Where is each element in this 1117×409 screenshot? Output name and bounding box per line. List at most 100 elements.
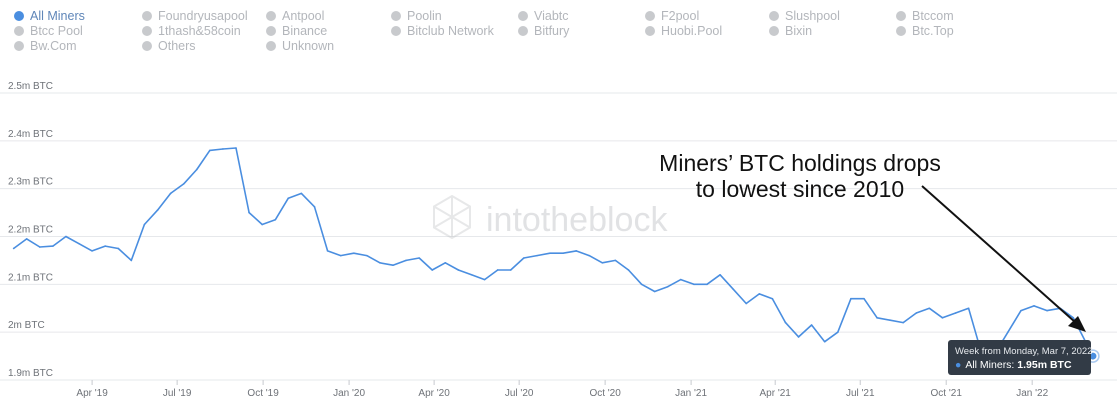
- x-tick-label: Oct '20: [589, 388, 621, 399]
- legend-item-label: Bitfury: [534, 23, 570, 38]
- legend-dot-icon: [266, 40, 276, 51]
- legend-dot-icon: [391, 10, 401, 21]
- legend-dot-icon: [14, 25, 24, 36]
- data-point: [38, 246, 41, 248]
- legend-dot-icon: [266, 10, 276, 21]
- grid-layer: [0, 92, 1117, 381]
- annotation-line-1: Miners’ BTC holdings drops: [659, 150, 941, 176]
- data-point: [837, 331, 839, 333]
- data-point: [209, 149, 211, 152]
- legend-dot-icon: [391, 25, 401, 36]
- legend-item[interactable]: Btccom: [896, 8, 954, 23]
- legend-dot-icon: [142, 10, 152, 21]
- legend-item[interactable]: Antpool: [266, 8, 324, 23]
- data-point: [536, 254, 538, 257]
- data-point: [235, 147, 237, 149]
- data-point: [562, 252, 564, 255]
- data-point: [863, 297, 865, 300]
- x-tick-label: Jul '21: [846, 388, 875, 399]
- data-point: [470, 273, 473, 276]
- legend-item[interactable]: 1thash&58coin: [142, 23, 241, 38]
- annotation-text: Miners’ BTC holdings drops to lowest sin…: [610, 150, 990, 202]
- data-point: [666, 285, 669, 288]
- data-point: [1072, 317, 1075, 319]
- data-point: [902, 321, 905, 324]
- data-point: [91, 250, 93, 252]
- data-point: [588, 254, 591, 257]
- data-point: [457, 269, 460, 271]
- x-tick-label: Jul '20: [505, 388, 534, 399]
- legend-item[interactable]: Others: [142, 38, 196, 53]
- y-tick-label: 2.4m BTC: [8, 129, 53, 140]
- data-point: [575, 250, 577, 252]
- legend-item-label: Foundryusapool: [158, 8, 248, 23]
- data-point: [758, 293, 761, 295]
- data-point: [313, 206, 316, 208]
- data-point: [300, 192, 303, 195]
- legend-item[interactable]: Bitfury: [518, 23, 569, 38]
- legend-item[interactable]: Viabtc: [518, 8, 569, 23]
- legend-item[interactable]: Unknown: [266, 38, 334, 53]
- legend-item[interactable]: Btcc Pool: [14, 23, 83, 38]
- x-tick-label: Oct '19: [247, 388, 279, 399]
- y-tick-label: 2.3m BTC: [8, 177, 53, 188]
- data-point: [326, 250, 329, 252]
- data-point: [784, 321, 787, 324]
- y-tick-label: 2m BTC: [8, 320, 45, 331]
- x-tick-label: Apr '21: [760, 388, 792, 399]
- data-point: [287, 197, 290, 200]
- legend-item-label: Antpool: [282, 8, 325, 23]
- data-point: [915, 312, 918, 314]
- x-tick-label: Jan '22: [1016, 388, 1048, 399]
- tooltip-bullet-icon: ●: [955, 359, 962, 371]
- data-point: [810, 324, 813, 326]
- legend-item[interactable]: Btc.Top: [896, 23, 954, 38]
- data-point: [496, 269, 499, 271]
- data-point: [418, 257, 420, 259]
- x-tick-label: Jan '21: [675, 388, 707, 399]
- data-point: [182, 183, 185, 185]
- legend-dot-icon: [266, 25, 276, 36]
- data-point: [65, 235, 67, 238]
- legend-item-label: Binance: [282, 23, 328, 38]
- legend-item[interactable]: Foundryusapool: [142, 8, 248, 23]
- legend-item[interactable]: Bixin: [769, 23, 812, 38]
- legend-item[interactable]: Slushpool: [769, 8, 840, 23]
- y-tick-label: 2.5m BTC: [8, 81, 53, 92]
- data-point: [444, 262, 447, 264]
- data-point: [876, 317, 878, 319]
- arrow-head-icon: [1068, 316, 1086, 332]
- legend-dot-icon: [14, 10, 24, 21]
- data-point: [823, 340, 826, 343]
- data-point: [850, 297, 852, 300]
- data-point: [967, 307, 970, 310]
- legend-item-label: Btccom: [912, 8, 954, 23]
- tooltip-value-row: ● All Miners: 1.95m BTC: [955, 359, 1072, 371]
- legend-item[interactable]: All Miners: [14, 8, 85, 23]
- legend-item[interactable]: F2pool: [645, 8, 699, 23]
- legend-item-label: F2pool: [661, 8, 700, 23]
- data-point: [169, 192, 172, 195]
- data-point: [130, 259, 133, 262]
- legend-item[interactable]: Binance: [266, 23, 327, 38]
- data-point: [771, 297, 774, 300]
- legend-dot-icon: [518, 10, 528, 21]
- y-tick-label: 2.1m BTC: [8, 272, 53, 283]
- data-point: [405, 259, 407, 262]
- legend-item-label: Bixin: [785, 23, 813, 38]
- highlight-point: [1089, 352, 1097, 360]
- x-tick-label: Apr '19: [76, 388, 108, 399]
- legend-item-label: Poolin: [407, 8, 442, 23]
- data-point: [104, 245, 106, 247]
- data-point: [117, 247, 120, 250]
- watermark-logo-icon: [433, 194, 471, 240]
- legend-item[interactable]: Bitclub Network: [391, 23, 494, 38]
- y-tick-label: 1.9m BTC: [8, 368, 53, 379]
- data-point: [745, 302, 748, 305]
- legend-item[interactable]: Bw.Com: [14, 38, 77, 53]
- legend-item[interactable]: Huobi.Pool: [645, 23, 722, 38]
- legend-dot-icon: [896, 25, 906, 36]
- y-tick-label: 2.2m BTC: [8, 225, 53, 236]
- legend-item-label: Viabtc: [534, 8, 569, 23]
- legend-item[interactable]: Poolin: [391, 8, 442, 23]
